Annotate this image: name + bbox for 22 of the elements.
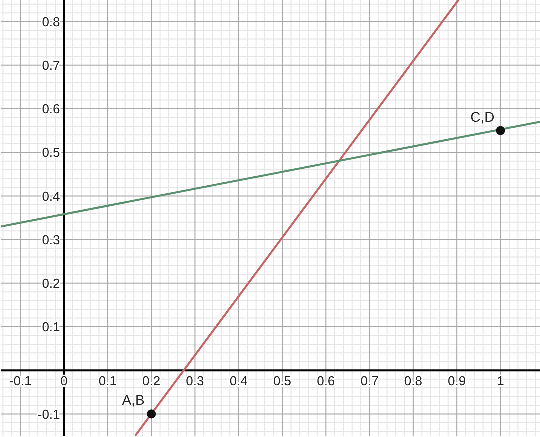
- y-tick-label: 0.4: [42, 188, 60, 204]
- x-tick-label: 0.5: [273, 374, 292, 389]
- x-tick-label: 0.8: [404, 374, 422, 389]
- annotation: C,D: [470, 108, 495, 125]
- x-tick-label: 0.1: [98, 374, 117, 389]
- y-tick-label: 0.1: [42, 320, 60, 335]
- y-tick-label: 0.2: [42, 276, 60, 291]
- y-tick-label: 0.6: [42, 102, 60, 117]
- x-tick-label: 0.2: [142, 374, 161, 389]
- y-tick-label: 0.5: [42, 145, 60, 160]
- x-tick-label: 0.7: [360, 374, 379, 389]
- x-tick-label: 0.9: [448, 374, 466, 389]
- x-tick-label: -0.1: [9, 374, 32, 389]
- y-tick-label: 0.7: [42, 58, 60, 73]
- y-tick-label: 0.3: [42, 232, 60, 248]
- x-tick-label: 0.6: [317, 374, 336, 389]
- x-tick-label: 0.3: [186, 374, 204, 389]
- x-tick-label: 1: [497, 374, 504, 389]
- x-tick-label: 0.4: [230, 374, 248, 389]
- y-tick-label: -0.1: [38, 406, 60, 422]
- annotation: A,B: [122, 392, 145, 408]
- y-tick-label: 0.8: [42, 14, 60, 30]
